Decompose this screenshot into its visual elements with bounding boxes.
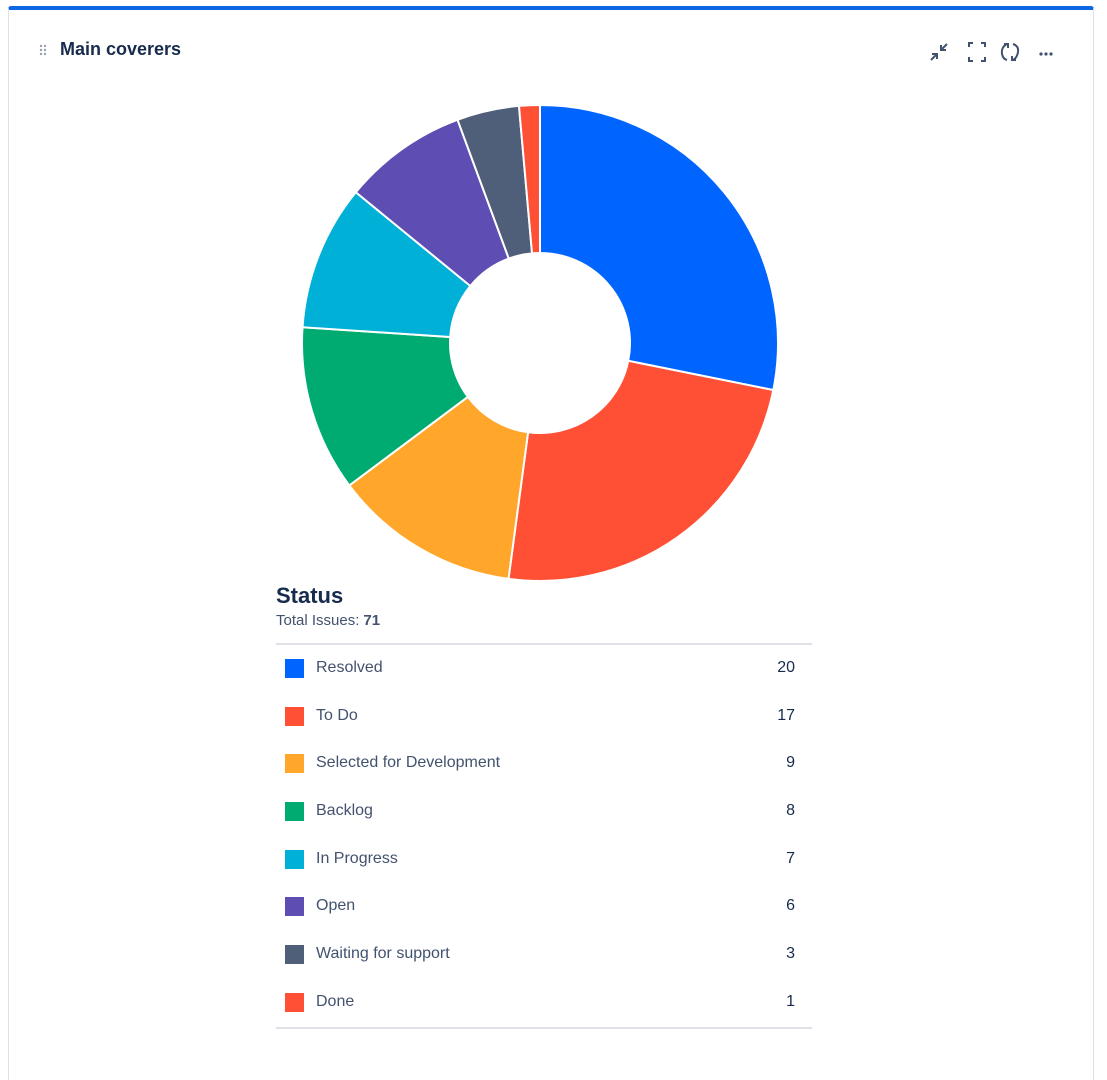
legend-value: 3 (786, 945, 795, 963)
legend-swatch (285, 945, 304, 965)
legend-value: 8 (786, 802, 795, 820)
gadget-title: Main coverers (60, 39, 182, 59)
donut-slice (517, 103, 541, 255)
legend-label: Resolved (316, 659, 383, 676)
donut-slice (507, 359, 775, 582)
legend-swatch (285, 754, 304, 774)
legend-row: Done 1 (276, 979, 812, 1027)
legend-swatch (285, 992, 304, 1012)
legend-title: Status (276, 583, 344, 608)
fullscreen-button[interactable] (968, 42, 986, 62)
legend-value: 17 (777, 706, 795, 724)
donut-slice (301, 326, 470, 487)
legend-rows: Resolved 20 To Do 17 Selected for Developmen… (276, 643, 812, 1029)
legend-row: In Progress 7 (276, 836, 812, 884)
legend-row: To Do 17 (276, 693, 812, 741)
legend-swatch (285, 849, 304, 869)
legend-label: Open (316, 897, 356, 915)
legend-label: Backlog (316, 802, 373, 820)
legend-row: Backlog 8 (276, 788, 812, 836)
legend-label: In Progress (316, 849, 398, 867)
legend-swatch (285, 897, 304, 917)
drag-handle[interactable] (39, 43, 49, 57)
minimize-button[interactable] (930, 43, 948, 61)
total-label: Total Issues: (276, 612, 360, 629)
legend-label: Waiting for support (316, 945, 450, 963)
legend-row: Open 6 (276, 883, 812, 931)
donut-slice (347, 395, 530, 581)
donut-chart (301, 103, 779, 582)
gadget-card: Main coverers (8, 6, 1094, 1080)
legend-label: To Do (316, 706, 358, 724)
total-value: 71 (363, 612, 381, 629)
legend-value: 7 (786, 849, 795, 867)
legend-row: Resolved 20 (276, 645, 812, 693)
legend-swatch (285, 802, 304, 822)
legend-value: 1 (786, 992, 795, 1010)
legend-row: Waiting for support 3 (276, 931, 812, 979)
legend-value: 6 (786, 897, 795, 915)
legend-swatch (285, 659, 304, 678)
legend-value: 20 (777, 659, 795, 676)
legend-label: Done (316, 992, 355, 1010)
legend-label: Selected for Development (316, 754, 501, 772)
donut-slice (539, 103, 779, 392)
legend: Status Total Issues: 71 Resolved 20 To Do 17… (276, 583, 812, 1029)
refresh-button[interactable] (1000, 43, 1020, 61)
total-issues: Total Issues: 71 (276, 612, 812, 629)
legend-row: Selected for Development 9 (276, 740, 812, 788)
more-button[interactable] (1039, 52, 1053, 56)
legend-swatch (285, 706, 304, 726)
legend-value: 9 (786, 754, 795, 772)
header-actions (930, 42, 1053, 62)
